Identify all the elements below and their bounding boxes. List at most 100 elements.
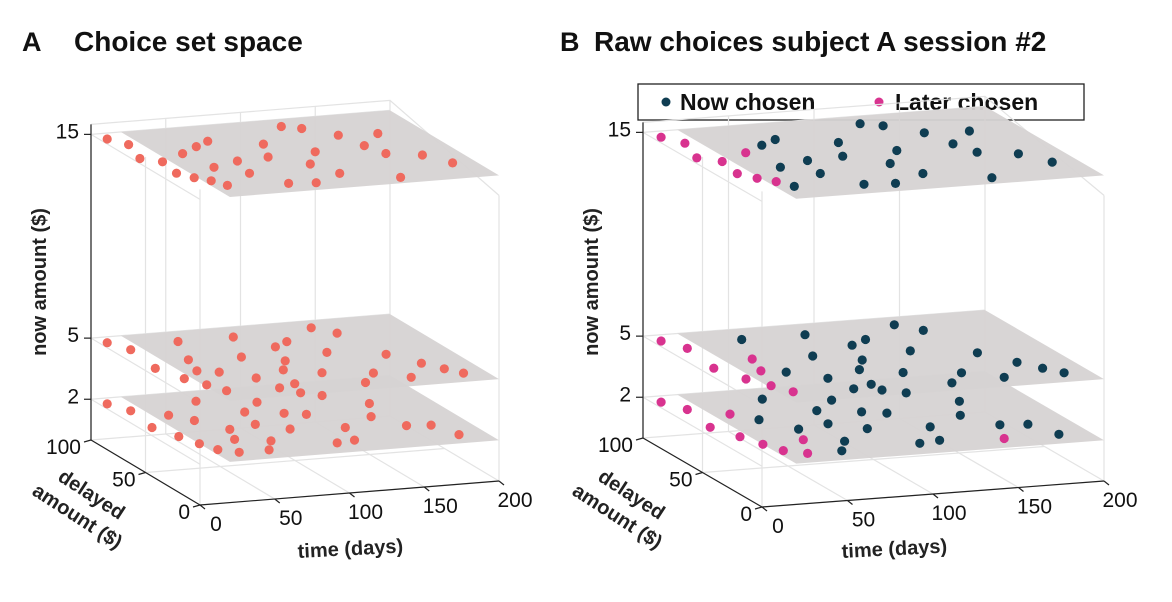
data-point: [717, 156, 727, 167]
data-point: [789, 181, 799, 191]
data-point: [183, 355, 193, 365]
data-point: [359, 141, 369, 151]
data-point: [866, 379, 876, 389]
panel-b-points: [656, 119, 1069, 458]
data-point: [234, 447, 244, 457]
data-point: [758, 439, 768, 449]
grid-floor-y: [145, 447, 445, 474]
data-point: [656, 397, 666, 407]
data-point: [840, 436, 850, 446]
data-point: [656, 336, 666, 346]
data-point: [1047, 157, 1057, 167]
data-point: [225, 424, 235, 434]
data-point: [266, 436, 276, 446]
x-tick-mark: [199, 504, 206, 510]
data-point: [147, 422, 157, 433]
data-point: [898, 367, 908, 378]
data-point: [251, 373, 261, 383]
data-point: [954, 396, 965, 406]
data-point: [781, 367, 791, 377]
data-point: [800, 330, 810, 340]
data-point: [126, 406, 136, 416]
data-point: [191, 142, 201, 152]
data-point: [252, 397, 262, 407]
data-point: [682, 343, 692, 353]
data-point: [102, 399, 112, 409]
y-tick-mark: [754, 506, 763, 510]
data-point: [680, 138, 690, 148]
data-point: [202, 380, 212, 390]
data-point: [310, 147, 320, 157]
data-point: [798, 435, 808, 445]
data-point: [919, 128, 929, 138]
z-tick-label: 15: [56, 120, 79, 143]
data-point: [788, 387, 798, 397]
data-point: [317, 390, 327, 401]
data-point: [775, 162, 786, 172]
panel-b-z-axis-label: now amount ($): [581, 208, 603, 356]
data-point: [396, 172, 406, 182]
data-point: [366, 412, 376, 422]
data-point: [222, 386, 232, 396]
data-point: [808, 351, 818, 361]
x-tick-mark: [349, 492, 355, 498]
data-point: [948, 139, 958, 149]
data-point: [278, 365, 288, 375]
x-tick-label: 200: [497, 489, 532, 512]
data-point: [102, 134, 112, 144]
data-point: [191, 396, 201, 406]
data-point: [236, 352, 246, 362]
x-tick-mark: [932, 493, 939, 499]
z-tick-label: 5: [67, 324, 79, 347]
data-point: [349, 435, 360, 445]
x-tick-label: 200: [1102, 489, 1137, 512]
x-tick-label: 0: [772, 515, 784, 538]
panel-a-ticks: 0 50 100 150 200 0 50 100 2 5 15: [46, 120, 533, 536]
data-point: [747, 354, 757, 364]
x-tick-mark: [761, 506, 768, 512]
x-tick-mark: [847, 500, 853, 505]
data-point: [935, 435, 945, 445]
data-point: [258, 139, 268, 149]
data-point: [905, 346, 915, 356]
data-point: [192, 366, 202, 376]
data-point: [757, 140, 767, 150]
x-tick-label: 50: [279, 507, 302, 530]
x-tick-label: 150: [423, 495, 458, 518]
data-point: [892, 145, 902, 156]
data-point: [232, 156, 242, 166]
data-point: [972, 147, 982, 157]
choice-plane: [677, 106, 1104, 199]
data-point: [222, 180, 232, 190]
data-point: [173, 336, 183, 347]
data-point: [725, 409, 735, 419]
data-point: [737, 334, 747, 345]
data-point: [656, 132, 666, 142]
data-point: [709, 363, 719, 373]
panel-a-title: Choice set space: [74, 26, 303, 57]
data-point: [847, 340, 857, 350]
data-point: [417, 150, 427, 160]
data-point: [164, 410, 174, 420]
data-point: [972, 348, 983, 358]
data-point: [178, 149, 188, 159]
x-tick-label: 100: [348, 501, 383, 524]
data-point: [999, 372, 1009, 382]
data-point: [741, 374, 751, 384]
data-point: [171, 168, 182, 178]
data-point: [230, 434, 240, 444]
data-point: [263, 152, 273, 162]
data-point: [754, 415, 764, 425]
x-tick-label: 50: [852, 509, 875, 532]
y-tick-mark: [695, 471, 703, 476]
data-point: [213, 445, 223, 455]
z-tick-label: 15: [608, 118, 631, 141]
data-point: [203, 136, 213, 146]
data-point: [794, 424, 804, 434]
data-point: [332, 328, 342, 338]
data-point: [189, 415, 199, 426]
data-point: [692, 153, 702, 163]
data-point: [987, 173, 997, 183]
data-point: [275, 383, 285, 393]
